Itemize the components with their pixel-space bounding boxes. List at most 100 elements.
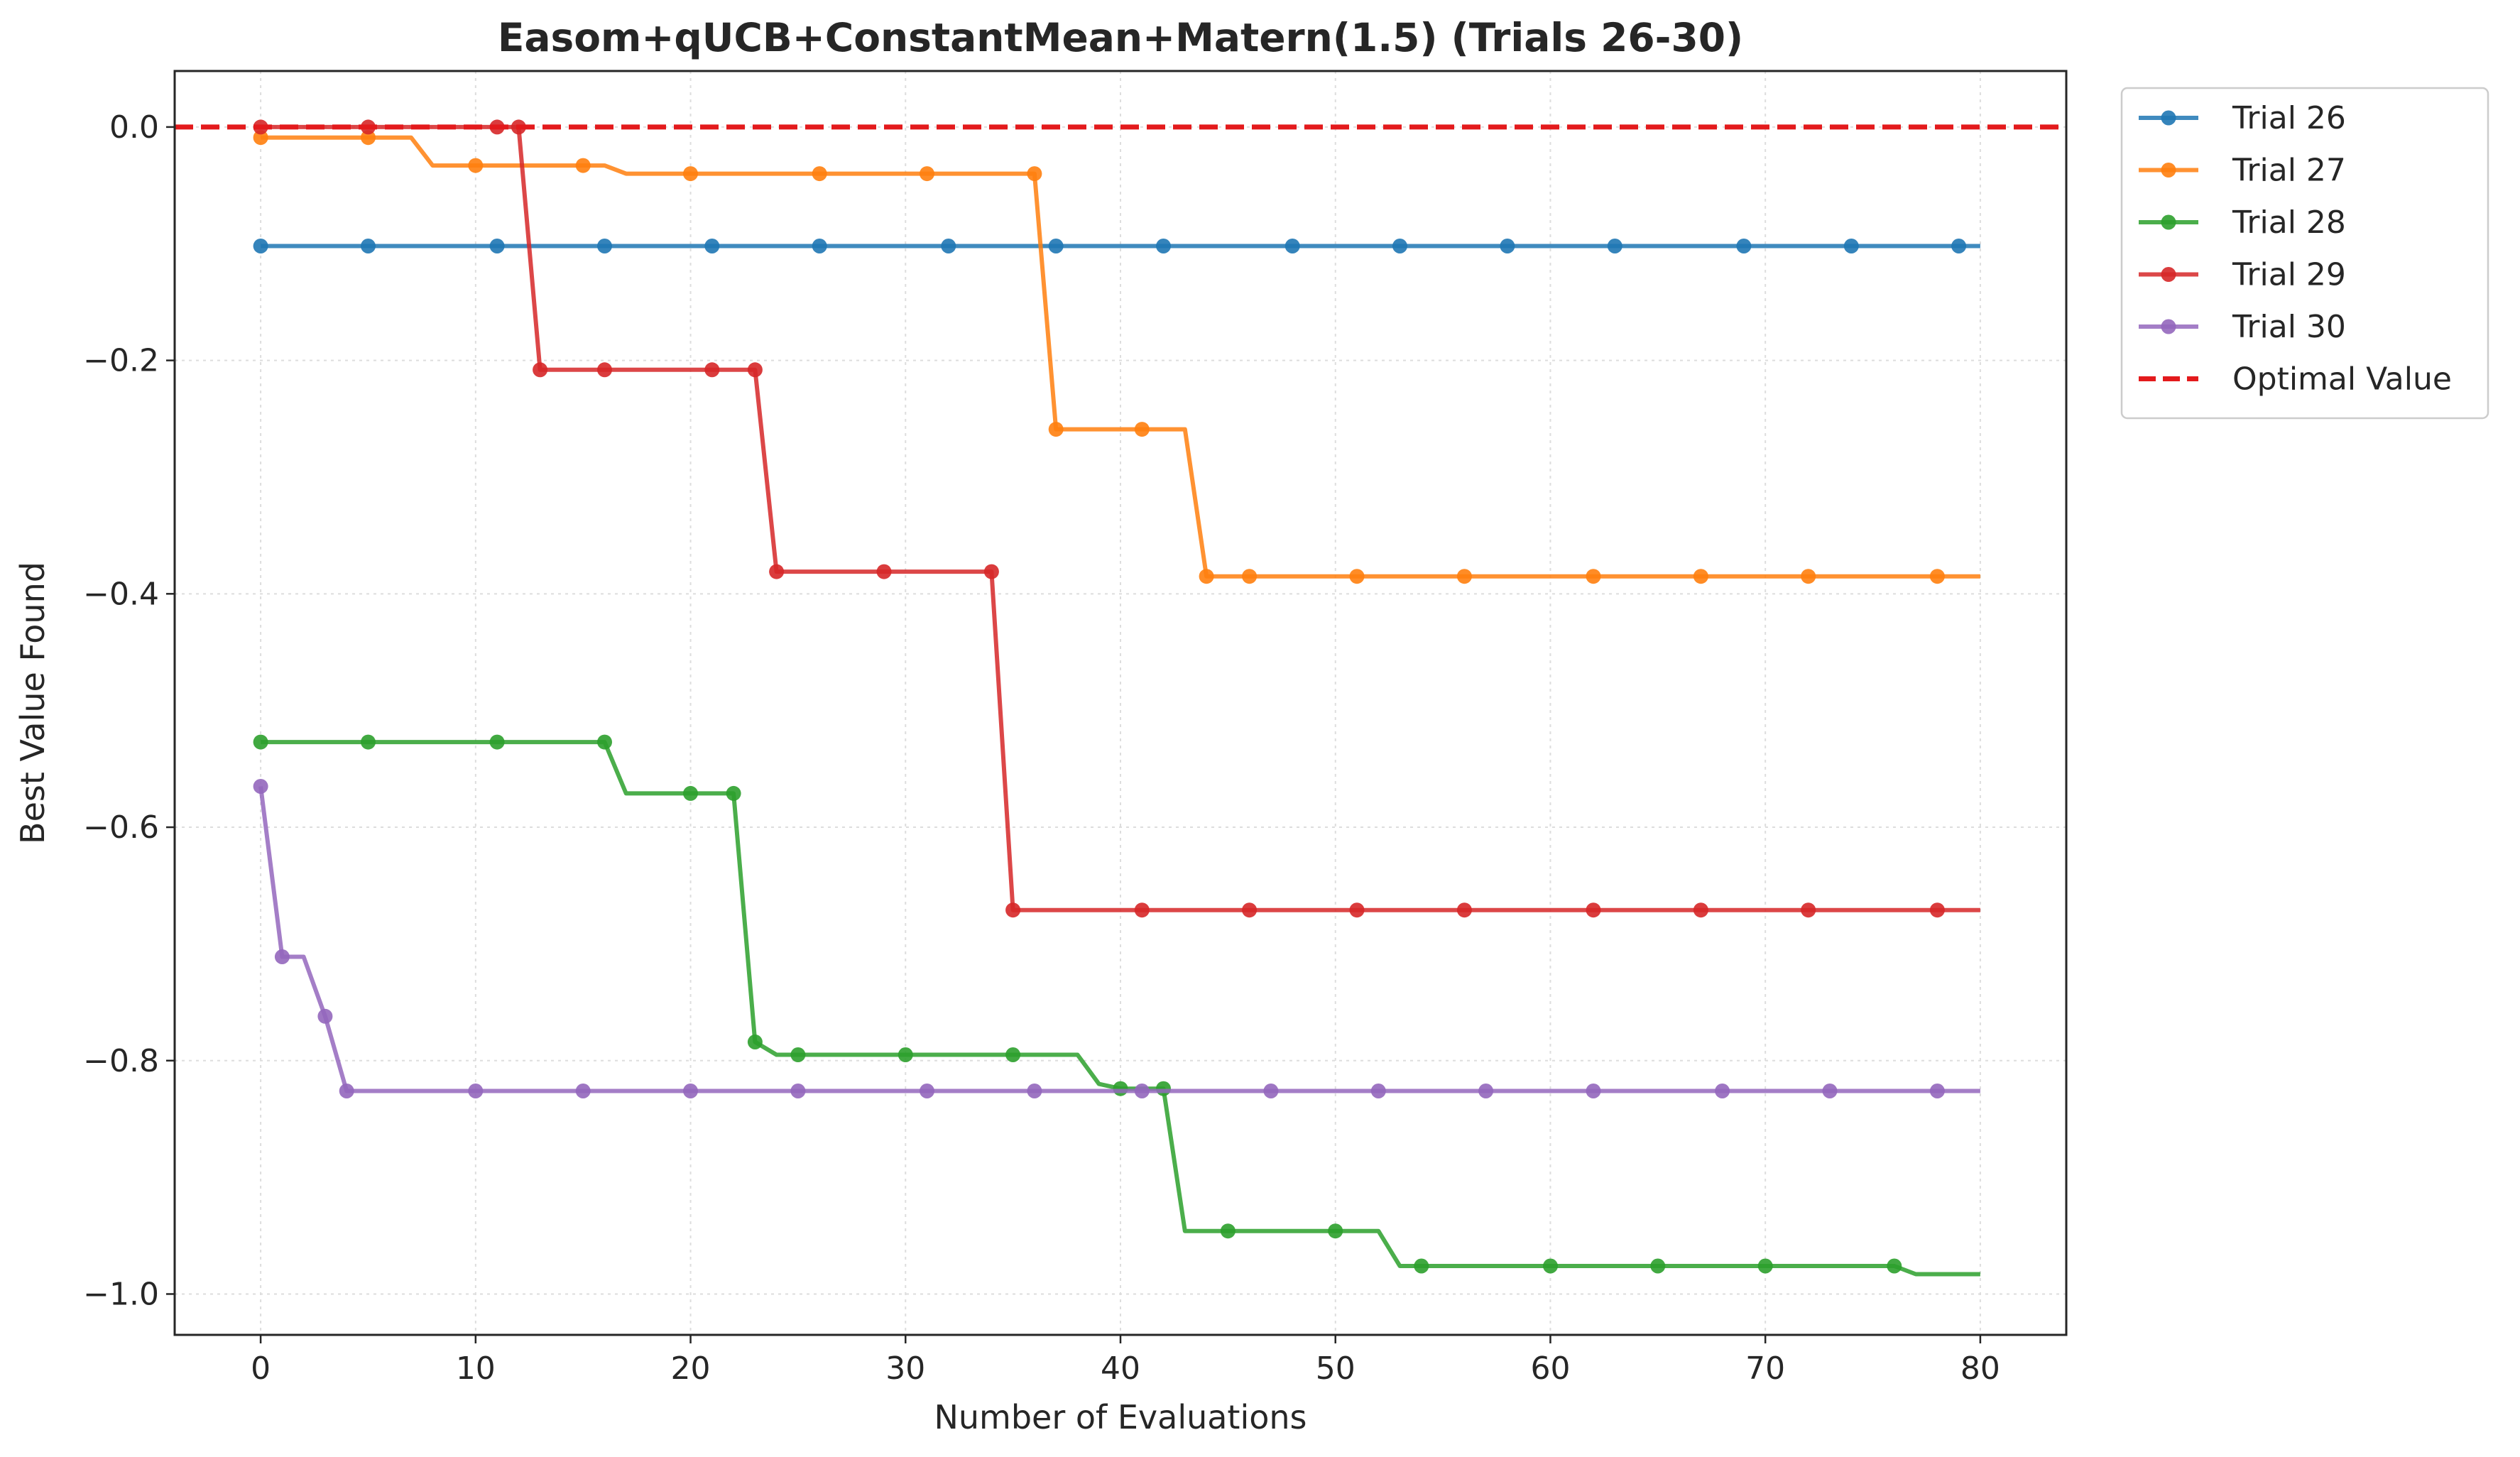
data-point <box>1156 239 1171 253</box>
x-tick-label: 30 <box>885 1350 925 1387</box>
data-point <box>704 239 720 253</box>
data-point <box>1005 902 1021 918</box>
legend-entry: Trial 30 <box>2139 309 2346 345</box>
x-tick-label: 70 <box>1745 1350 1785 1387</box>
data-point <box>1392 239 1407 253</box>
data-point <box>489 239 505 253</box>
data-point <box>1822 1084 1838 1098</box>
data-point <box>1414 1258 1429 1274</box>
legend-entry: Trial 26 <box>2139 100 2346 136</box>
y-tick-label: −0.6 <box>83 809 159 846</box>
legend-label: Optimal Value <box>2232 361 2452 398</box>
data-point <box>1951 239 1967 253</box>
data-point <box>812 166 827 182</box>
data-point <box>704 362 720 378</box>
data-point <box>1005 1047 1021 1062</box>
data-point <box>575 1084 591 1098</box>
legend-entry: Trial 29 <box>2139 257 2346 293</box>
series-trial-28 <box>253 734 1980 1277</box>
data-point <box>1757 1258 1773 1274</box>
data-point <box>683 785 698 801</box>
y-tick-label: −0.8 <box>83 1043 159 1079</box>
x-tick-label: 20 <box>671 1350 711 1387</box>
data-point <box>361 734 376 750</box>
data-point <box>1349 569 1365 584</box>
data-point <box>1801 902 1816 918</box>
chart-title: Easom+qUCB+ConstantMean+Matern(1.5) (Tri… <box>498 15 1743 60</box>
data-point <box>683 1084 698 1098</box>
data-point <box>1242 902 1258 918</box>
data-point <box>1134 902 1150 918</box>
data-point <box>1887 1258 1902 1274</box>
legend-label: Trial 28 <box>2232 204 2346 241</box>
data-point <box>1156 1081 1171 1096</box>
x-tick-label: 0 <box>251 1350 271 1387</box>
data-point <box>253 239 268 253</box>
grid <box>175 71 2066 1335</box>
y-tick-label: −0.4 <box>83 576 159 612</box>
data-point <box>1736 239 1752 253</box>
legend-marker <box>2161 267 2176 282</box>
data-point <box>1586 1084 1601 1098</box>
legend-entry: Trial 28 <box>2139 204 2346 241</box>
legend-entry: Optimal Value <box>2139 361 2452 398</box>
x-axis-ticks: 0 10 20 30 40 50 60 70 80 <box>251 1335 2000 1387</box>
series-line <box>261 135 1980 579</box>
data-point <box>1263 1084 1279 1098</box>
data-point <box>361 130 376 146</box>
data-point <box>1500 239 1515 253</box>
legend-box <box>2120 87 2489 420</box>
data-point <box>1048 422 1064 437</box>
data-point <box>747 1035 763 1049</box>
data-point <box>747 362 763 378</box>
series-line <box>258 786 1980 1093</box>
legend-label: Trial 26 <box>2232 100 2346 136</box>
data-point <box>1456 569 1472 584</box>
data-point <box>468 1084 484 1098</box>
data-point <box>597 239 612 253</box>
data-point <box>253 779 268 794</box>
data-point <box>597 734 612 750</box>
data-point <box>1349 902 1365 918</box>
data-point <box>1220 1223 1236 1239</box>
data-point <box>1134 1084 1150 1098</box>
data-point <box>1929 569 1945 584</box>
data-point <box>339 1084 354 1098</box>
data-point <box>1478 1084 1494 1098</box>
data-point <box>597 362 612 378</box>
data-point <box>1607 239 1622 253</box>
data-point <box>1801 569 1816 584</box>
legend-entry: Trial 27 <box>2139 153 2346 189</box>
data-point <box>317 1008 333 1024</box>
data-point <box>1027 1084 1042 1098</box>
data-point <box>941 239 956 253</box>
data-point <box>790 1084 806 1098</box>
series-trial-26 <box>253 239 1980 253</box>
data-point <box>898 1047 913 1062</box>
data-point <box>1242 569 1258 584</box>
data-point <box>790 1047 806 1062</box>
data-point <box>1715 1084 1730 1098</box>
data-point <box>274 949 290 964</box>
y-tick-label: 0.0 <box>109 109 159 146</box>
data-point <box>253 130 268 146</box>
data-point <box>1456 902 1472 918</box>
data-point <box>361 239 376 253</box>
data-point <box>489 734 505 750</box>
data-point <box>1543 1258 1558 1274</box>
y-axis-ticks: 0.0 −0.2 −0.4 −0.6 −0.8 −1.0 <box>83 109 175 1312</box>
x-tick-label: 40 <box>1101 1350 1140 1387</box>
legend: Trial 26 Trial 27 Trial 28 Trial 29 Trial 30… <box>2120 87 2489 420</box>
x-tick-label: 50 <box>1316 1350 1356 1387</box>
data-point <box>1929 1084 1945 1098</box>
data-point <box>1048 239 1064 253</box>
data-point <box>920 166 934 182</box>
data-point <box>1843 239 1859 253</box>
legend-label: Trial 29 <box>2232 257 2346 293</box>
data-point <box>1199 569 1214 584</box>
data-point <box>1370 1084 1386 1098</box>
series-line <box>261 124 1980 912</box>
x-tick-label: 60 <box>1530 1350 1570 1387</box>
